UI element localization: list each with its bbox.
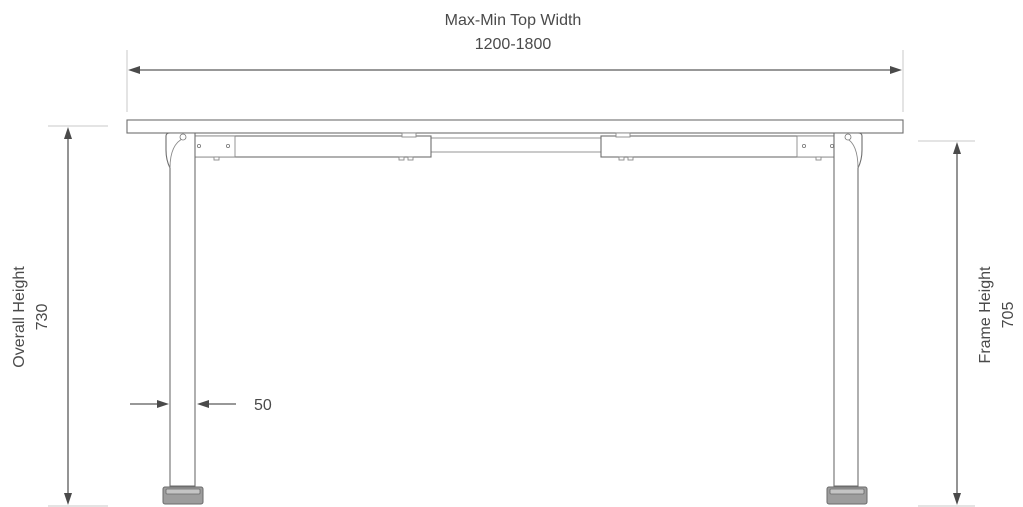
arrowhead-right — [890, 66, 902, 74]
frame-height-value: 705 — [1000, 302, 1017, 329]
right-leg-column — [833, 132, 863, 487]
bolt-hole — [802, 143, 807, 148]
left-foot-cap — [165, 488, 201, 495]
top-width-label: Max-Min Top Width — [445, 12, 582, 29]
mount-clip — [401, 132, 417, 138]
arrowhead-up — [953, 142, 961, 154]
arrowhead-down — [64, 493, 72, 505]
screw-nub — [627, 156, 634, 161]
overall-height-label: Overall Height — [11, 266, 28, 368]
screw-nub — [213, 156, 220, 161]
screw-nub — [815, 156, 822, 161]
arrowhead-up — [64, 127, 72, 139]
screw-nub — [407, 156, 414, 161]
left-leg — [162, 132, 204, 505]
frame-height-label: Frame Height — [977, 266, 994, 363]
bolt-hole — [830, 143, 835, 148]
arrowhead-right — [157, 400, 169, 408]
desk-frame — [126, 119, 904, 505]
right-foot-cap — [829, 488, 865, 495]
top-width-value: 1200-1800 — [475, 36, 552, 53]
leg-width-value: 50 — [254, 397, 272, 414]
arrowhead-down — [953, 493, 961, 505]
bolt-hole — [196, 143, 201, 148]
left-leg-bolt — [179, 133, 187, 141]
arrowhead-left — [128, 66, 140, 74]
bolt-hole — [225, 143, 230, 148]
right-leg — [826, 132, 868, 505]
arrowhead-left — [197, 400, 209, 408]
leg-width-dimension: 50 — [130, 397, 272, 414]
screw-nub — [398, 156, 405, 161]
desktop-board — [126, 119, 904, 134]
center-crossbar — [429, 137, 603, 153]
overall-height-value: 730 — [34, 304, 51, 331]
overall-height-dimension: Overall Height 730 — [11, 125, 108, 507]
top-width-dimension: Max-Min Top Width 1200-1800 — [126, 12, 904, 112]
frame-height-dimension: Frame Height 705 — [918, 140, 1017, 507]
right-leg-bolt — [844, 133, 852, 141]
left-leg-column — [165, 132, 196, 487]
mount-clip — [615, 132, 631, 138]
screw-nub — [618, 156, 625, 161]
